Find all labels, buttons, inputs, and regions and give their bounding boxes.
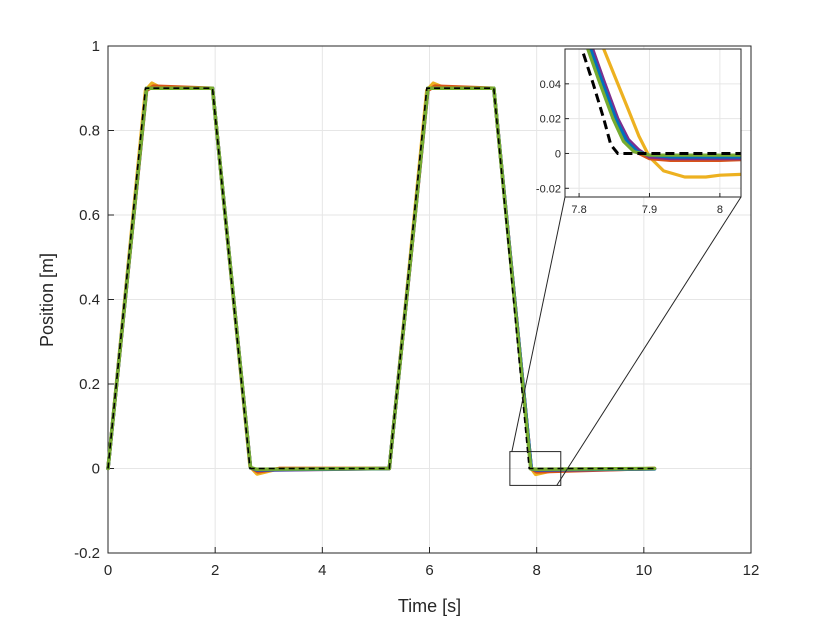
- inset-axes: 7.8 7.9 8 -0.02 0 0.02 0.04: [536, 48, 742, 216]
- zoom-connector-line: [511, 196, 566, 452]
- inset-x-tick-label: 7.9: [642, 204, 657, 216]
- y-tick-label: 0.8: [79, 123, 100, 140]
- zoom-indicator: [509, 196, 742, 486]
- x-tick-label: 10: [635, 562, 652, 579]
- inset-series: [580, 49, 741, 179]
- y-tick-label: 0.2: [79, 376, 100, 393]
- inset-ticks: 7.8 7.9 8 -0.02 0 0.02 0.04: [536, 79, 723, 216]
- inset-x-tick-label: 8: [717, 204, 723, 216]
- y-tick-label: 1: [92, 38, 100, 55]
- x-tick-label: 6: [425, 562, 433, 579]
- y-tick-label: 0.4: [79, 292, 100, 309]
- y-tick-label: 0: [92, 461, 100, 478]
- axis-ticks: 0 2 4 6 8 10 12-0.200.20.40.60.81: [74, 38, 759, 579]
- inset-background: [565, 49, 741, 197]
- inset-frame: [564, 48, 742, 198]
- reference-line: [107, 87, 655, 470]
- x-tick-label: 12: [743, 562, 760, 579]
- inset-y-tick-label: 0.02: [540, 114, 561, 126]
- main-series: [106, 81, 657, 477]
- x-tick-label: 4: [318, 562, 326, 579]
- x-tick-label: 0: [104, 562, 112, 579]
- x-axis-label: Time [s]: [398, 596, 461, 616]
- inset-y-tick-label: 0.04: [540, 79, 561, 91]
- x-tick-label: 2: [211, 562, 219, 579]
- inset-reference-line: [580, 49, 741, 155]
- inset-y-tick-label: 0: [555, 148, 561, 160]
- y-tick-label: -0.2: [74, 545, 100, 562]
- y-axis-label: Position [m]: [37, 253, 57, 347]
- inset-x-tick-label: 7.8: [571, 204, 586, 216]
- x-tick-label: 8: [532, 562, 540, 579]
- inset-y-tick-label: -0.02: [536, 183, 561, 195]
- zoom-box: [509, 451, 562, 486]
- inset-series-line-1: [601, 49, 741, 179]
- y-tick-label: 0.6: [79, 207, 100, 224]
- zoom-connector-line: [556, 196, 742, 486]
